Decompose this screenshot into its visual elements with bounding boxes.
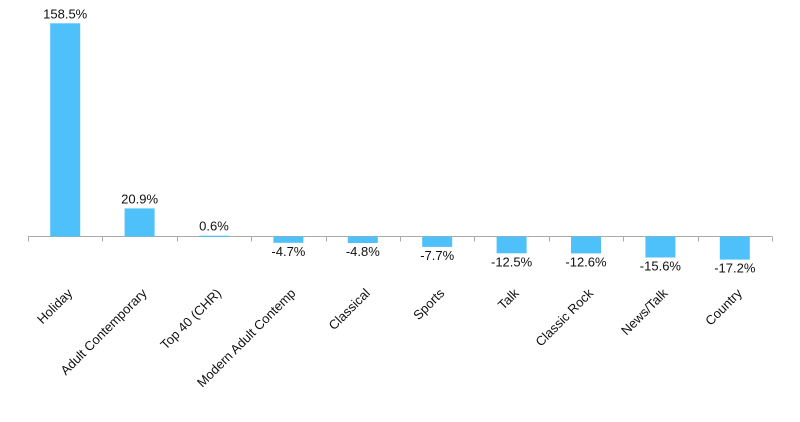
bar: [496, 236, 527, 254]
bars-layer: [50, 23, 750, 260]
bar: [199, 235, 229, 237]
category-label: Holiday: [34, 285, 76, 327]
data-label: 158.5%: [43, 6, 88, 21]
category-label: Country: [702, 285, 745, 328]
data-label: -12.5%: [491, 254, 533, 269]
bar: [719, 236, 750, 260]
bar: [273, 236, 304, 243]
data-label: 20.9%: [121, 191, 158, 206]
bar: [347, 236, 378, 243]
bar: [645, 236, 676, 258]
data-label: -4.7%: [271, 244, 305, 259]
bar: [571, 236, 601, 254]
category-label: Classical: [326, 285, 373, 332]
data-label: -12.6%: [565, 254, 607, 269]
category-label: Top 40 (CHR): [157, 286, 224, 353]
bar: [422, 236, 453, 247]
value-labels-layer: 158.5% 20.9% 0.6% -4.7% -4.8% -7.7% -12.5% -12.…: [43, 6, 756, 275]
category-label: Sports: [410, 285, 448, 323]
data-label: -15.6%: [640, 259, 682, 274]
bar: [124, 208, 155, 237]
category-label: Classic Rock: [532, 285, 596, 349]
data-label: -7.7%: [420, 248, 454, 263]
data-label: -17.2%: [714, 261, 756, 276]
category-label: News/Talk: [618, 285, 671, 338]
data-label: 0.6%: [199, 219, 229, 234]
data-label: -4.8%: [346, 244, 380, 259]
category-label: Talk: [495, 285, 522, 312]
bar: [50, 23, 81, 237]
